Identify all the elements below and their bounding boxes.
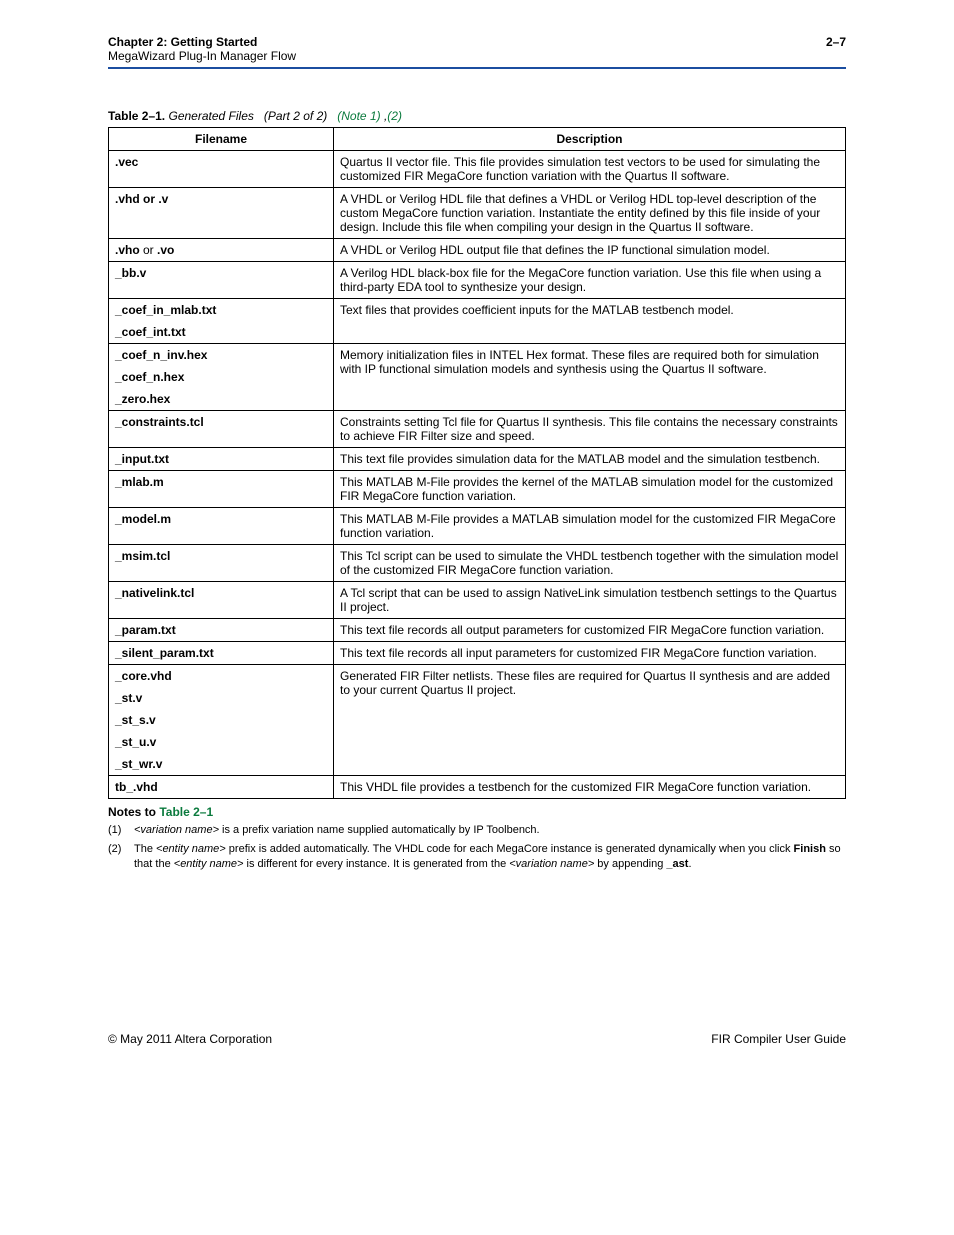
description-cell: Quartus II vector file. This file provid… <box>334 151 846 188</box>
table-row: _model.mThis MATLAB M-File provides a MA… <box>109 508 846 545</box>
filename-cell: _coef_in_mlab.txt <box>109 299 334 322</box>
table-row: .vhd or .vA VHDL or Verilog HDL file tha… <box>109 188 846 239</box>
description-cell: A Verilog HDL black-box file for the Meg… <box>334 262 846 299</box>
filename-cell: _mlab.m <box>109 471 334 508</box>
caption-title: Generated Files <box>168 109 253 123</box>
description-cell: This MATLAB M-File provides a MATLAB sim… <box>334 508 846 545</box>
filename-cell: _bb.v <box>109 262 334 299</box>
table-row: _nativelink.tclA Tcl script that can be … <box>109 582 846 619</box>
filename-cell: _zero.hex <box>109 388 334 411</box>
note-number: (1) <box>108 823 134 838</box>
description-cell: This VHDL file provides a testbench for … <box>334 776 846 799</box>
filename-cell: _input.txt <box>109 448 334 471</box>
table-row: _coef_n_inv.hexMemory initialization fil… <box>109 344 846 367</box>
col-description-header: Description <box>334 128 846 151</box>
filename-cell: _constraints.tcl <box>109 411 334 448</box>
filename-cell: _st_u.v <box>109 731 334 753</box>
page-header: Chapter 2: Getting Started MegaWizard Pl… <box>108 35 846 63</box>
description-cell: This text file records all output parame… <box>334 619 846 642</box>
filename-cell: tb_.vhd <box>109 776 334 799</box>
filename-cell: _nativelink.tcl <box>109 582 334 619</box>
chapter-title: Chapter 2: Getting Started <box>108 35 296 49</box>
description-cell: Constraints setting Tcl file for Quartus… <box>334 411 846 448</box>
page-footer: © May 2011 Altera Corporation FIR Compil… <box>108 1032 846 1046</box>
section-subtitle: MegaWizard Plug-In Manager Flow <box>108 49 296 63</box>
filename-cell: _coef_n_inv.hex <box>109 344 334 367</box>
note-text: <variation name> is a prefix variation n… <box>134 823 846 838</box>
page: Chapter 2: Getting Started MegaWizard Pl… <box>0 0 954 1086</box>
filename-cell: _st_wr.v <box>109 753 334 776</box>
filename-cell: _coef_int.txt <box>109 321 334 344</box>
note-item: (2)The <entity name> prefix is added aut… <box>108 842 846 872</box>
notes-heading-prefix: Notes to <box>108 805 159 819</box>
generated-files-table: Filename Description .vecQuartus II vect… <box>108 127 846 799</box>
table-header-row: Filename Description <box>109 128 846 151</box>
caption-note1-link[interactable]: (Note 1) <box>337 109 380 123</box>
filename-cell: _model.m <box>109 508 334 545</box>
footer-right: FIR Compiler User Guide <box>711 1032 846 1046</box>
notes-heading: Notes to Table 2–1 <box>108 805 846 819</box>
table-row: .vho or .voA VHDL or Verilog HDL output … <box>109 239 846 262</box>
caption-label: Table 2–1. <box>108 109 165 123</box>
table-row: _mlab.mThis MATLAB M-File provides the k… <box>109 471 846 508</box>
header-left: Chapter 2: Getting Started MegaWizard Pl… <box>108 35 296 63</box>
note-text: The <entity name> prefix is added automa… <box>134 842 846 872</box>
caption-part: (Part 2 of 2) <box>264 109 327 123</box>
filename-cell: _msim.tcl <box>109 545 334 582</box>
filename-cell: .vho or .vo <box>109 239 334 262</box>
description-cell: Text files that provides coefficient inp… <box>334 299 846 344</box>
table-row: tb_.vhdThis VHDL file provides a testben… <box>109 776 846 799</box>
description-cell: This MATLAB M-File provides the kernel o… <box>334 471 846 508</box>
filename-cell: .vec <box>109 151 334 188</box>
notes-list: (1)<variation name> is a prefix variatio… <box>108 823 846 872</box>
filename-cell: _core.vhd <box>109 665 334 688</box>
table-row: _core.vhdGenerated FIR Filter netlists. … <box>109 665 846 688</box>
col-filename-header: Filename <box>109 128 334 151</box>
footer-left: © May 2011 Altera Corporation <box>108 1032 272 1046</box>
description-cell: This Tcl script can be used to simulate … <box>334 545 846 582</box>
filename-cell: _st_s.v <box>109 709 334 731</box>
filename-cell: _silent_param.txt <box>109 642 334 665</box>
description-cell: A Tcl script that can be used to assign … <box>334 582 846 619</box>
notes-heading-link[interactable]: Table 2–1 <box>159 805 213 819</box>
table-caption: Table 2–1. Generated Files (Part 2 of 2)… <box>108 109 846 123</box>
table-row: _input.txtThis text file provides simula… <box>109 448 846 471</box>
caption-note2-link[interactable]: (2) <box>387 109 402 123</box>
table-row: _coef_in_mlab.txtText files that provide… <box>109 299 846 322</box>
filename-cell: _param.txt <box>109 619 334 642</box>
description-cell: This text file records all input paramet… <box>334 642 846 665</box>
description-cell: A VHDL or Verilog HDL output file that d… <box>334 239 846 262</box>
filename-cell: .vhd or .v <box>109 188 334 239</box>
table-row: _constraints.tclConstraints setting Tcl … <box>109 411 846 448</box>
filename-cell: _st.v <box>109 687 334 709</box>
note-number: (2) <box>108 842 134 872</box>
description-cell: Memory initialization files in INTEL Hex… <box>334 344 846 411</box>
filename-cell: _coef_n.hex <box>109 366 334 388</box>
table-row: .vecQuartus II vector file. This file pr… <box>109 151 846 188</box>
description-cell: Generated FIR Filter netlists. These fil… <box>334 665 846 776</box>
description-cell: This text file provides simulation data … <box>334 448 846 471</box>
note-item: (1)<variation name> is a prefix variatio… <box>108 823 846 838</box>
table-row: _param.txtThis text file records all out… <box>109 619 846 642</box>
table-row: _silent_param.txtThis text file records … <box>109 642 846 665</box>
page-number: 2–7 <box>826 35 846 49</box>
table-row: _msim.tclThis Tcl script can be used to … <box>109 545 846 582</box>
header-rule <box>108 67 846 69</box>
table-row: _bb.vA Verilog HDL black-box file for th… <box>109 262 846 299</box>
description-cell: A VHDL or Verilog HDL file that defines … <box>334 188 846 239</box>
